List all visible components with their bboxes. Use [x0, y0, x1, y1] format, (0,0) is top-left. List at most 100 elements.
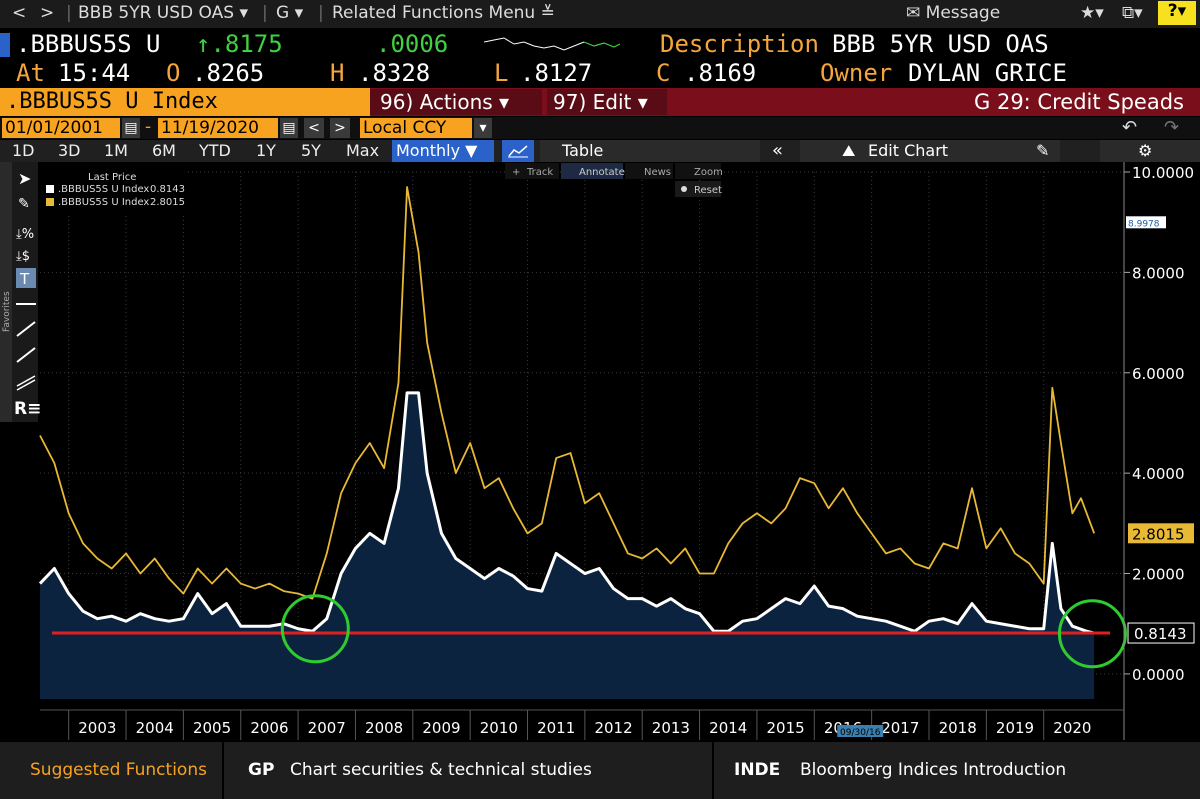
- period-3d[interactable]: 3D: [58, 141, 81, 160]
- dollar-measure-icon[interactable]: ⤓$: [16, 249, 30, 264]
- divider: [712, 742, 714, 799]
- xtick-label: 2003: [78, 719, 116, 737]
- regression-icon[interactable]: R≡: [14, 399, 41, 419]
- favorites-label[interactable]: Favorites: [2, 291, 12, 332]
- xtick-label: 2014: [709, 719, 747, 737]
- legend-series-1: .BBBUS5S U Index: [58, 184, 149, 195]
- chevron-down-icon[interactable]: ▾: [474, 118, 492, 138]
- favorite-star-icon[interactable]: ★▾: [1080, 3, 1104, 23]
- index-tab[interactable]: .BBBUS5S U Index: [0, 88, 370, 116]
- edit-menu[interactable]: 97) Edit ▾: [547, 89, 667, 115]
- envelope-icon: ✉: [906, 3, 921, 23]
- related-functions-menu[interactable]: Related Functions Menu ≚: [332, 3, 555, 23]
- divider: |: [318, 3, 324, 23]
- message-label: Message: [925, 3, 1001, 23]
- last-price: ↑.8175: [196, 30, 283, 58]
- undo-icon[interactable]: ↶: [1122, 117, 1138, 138]
- redo-icon[interactable]: ↷: [1164, 117, 1180, 138]
- ray-icon[interactable]: [16, 347, 36, 363]
- low-value: .8127: [520, 59, 593, 87]
- legend-swatch-2: [46, 198, 54, 206]
- table-button[interactable]: Table: [540, 140, 760, 162]
- sparkline: [484, 37, 620, 51]
- series-lines: [38, 186, 1096, 635]
- period-max[interactable]: Max: [346, 141, 380, 160]
- text-tool-icon[interactable]: T: [19, 270, 30, 288]
- ytick-label: 10.0000: [1132, 164, 1194, 182]
- channel-icon[interactable]: [16, 375, 36, 391]
- date-range-row: 01/01/2001 ▤ - 11/19/2020 ▤ < > Local CC…: [0, 117, 1200, 139]
- trendline-icon[interactable]: [16, 321, 36, 337]
- xtick-label: 2008: [365, 719, 403, 737]
- inde-description[interactable]: Bloomberg Indices Introduction: [800, 760, 1067, 780]
- gp-description[interactable]: Chart securities & technical studies: [290, 760, 592, 780]
- close-label: C: [656, 59, 671, 87]
- period-1m[interactable]: 1M: [104, 141, 128, 160]
- g-label: G: [276, 3, 290, 23]
- gp-code[interactable]: GP: [248, 760, 275, 780]
- forward-button[interactable]: >: [40, 3, 55, 23]
- currency-select[interactable]: Local CCY: [360, 118, 472, 138]
- series-1-line: [38, 391, 1095, 635]
- inde-code[interactable]: INDE: [734, 760, 781, 780]
- suggested-functions-label[interactable]: Suggested Functions: [30, 760, 207, 780]
- prev-period-button[interactable]: <: [304, 118, 324, 138]
- settings-button[interactable]: ⚙: [1100, 140, 1200, 162]
- period-6m[interactable]: 6M: [152, 141, 176, 160]
- ytick-label: 2.0000: [1132, 566, 1185, 584]
- g-dropdown[interactable]: G ▾: [276, 3, 304, 23]
- description-value: BBB 5YR USD OAS: [832, 30, 1049, 58]
- track-button[interactable]: Track: [526, 167, 553, 178]
- quote-row-1: .BBBUS5S U ↑.8175 .0006 Description BBB …: [0, 30, 1200, 60]
- start-date-input[interactable]: 01/01/2001: [2, 118, 120, 138]
- help-button[interactable]: ?▾: [1158, 1, 1196, 25]
- zoom-button[interactable]: Zoom: [694, 167, 723, 178]
- xtick-label: 2007: [308, 719, 346, 737]
- back-button[interactable]: <: [12, 3, 27, 23]
- gear-icon: ⚙: [1138, 141, 1153, 160]
- xtick-label: 2020: [1053, 719, 1091, 737]
- last-value-box-2: [1128, 523, 1194, 544]
- reset-button[interactable]: Reset: [694, 185, 722, 196]
- frequency-select[interactable]: Monthly ▼: [392, 140, 494, 162]
- xtick-label: 2009: [422, 719, 460, 737]
- date-dash: -: [145, 117, 152, 137]
- price-chart[interactable]: ➤ ✎ ⤓% ⤓$ T R≡ Favorites 10.0000 8.0000 6.…: [0, 162, 1200, 740]
- percent-measure-icon[interactable]: ⤓%: [16, 227, 34, 242]
- xtick-label: 2017: [881, 719, 919, 737]
- xtick-label: 2013: [652, 719, 690, 737]
- overlays: [52, 594, 1127, 669]
- next-period-button[interactable]: >: [330, 118, 350, 138]
- xtick-label: 2010: [480, 719, 518, 737]
- calendar-icon[interactable]: ▤: [122, 118, 140, 138]
- period-1d[interactable]: 1D: [12, 141, 35, 160]
- table-label: Table: [562, 141, 604, 160]
- suggested-functions-bar: Suggested Functions GP Chart securities …: [0, 742, 1200, 799]
- highlight-circle: [280, 594, 350, 664]
- legend-value-1: 0.8143: [150, 184, 185, 195]
- xtick-label: 2012: [594, 719, 632, 737]
- end-date-input[interactable]: 11/19/2020: [158, 118, 278, 138]
- collapse-icon[interactable]: «: [772, 140, 784, 161]
- edit-chart-button[interactable]: ⛰ Edit Chart ✎: [800, 140, 1060, 162]
- date-marker-box: [837, 725, 884, 737]
- actions-menu[interactable]: 96) Actions ▾: [370, 89, 542, 115]
- period-5y[interactable]: 5Y: [301, 141, 321, 160]
- last-value-label-1: 0.8143: [1134, 625, 1187, 643]
- y-axis: 10.0000 8.0000 6.0000 4.0000 2.0000 0.0000 2.8…: [1123, 162, 1195, 740]
- pen-icon[interactable]: ✎: [18, 196, 30, 212]
- annotate-button[interactable]: Annotate: [579, 167, 625, 178]
- window-icon[interactable]: ⧉▾: [1122, 3, 1143, 23]
- period-ytd[interactable]: YTD: [199, 141, 231, 160]
- security-dropdown[interactable]: BBB 5YR USD OAS ▾: [78, 3, 248, 23]
- track-icon[interactable]: +: [512, 167, 520, 178]
- owner-value: DYLAN GRICE: [908, 59, 1067, 87]
- ytick-label: 4.0000: [1132, 465, 1185, 483]
- message-button[interactable]: ✉ Message: [906, 3, 1000, 23]
- edit-chart-label: Edit Chart: [868, 141, 949, 160]
- news-button[interactable]: News: [644, 167, 671, 178]
- line-chart-icon[interactable]: [502, 140, 534, 162]
- pointer-icon[interactable]: ➤: [18, 169, 31, 188]
- calendar-icon[interactable]: ▤: [280, 118, 298, 138]
- period-1y[interactable]: 1Y: [256, 141, 276, 160]
